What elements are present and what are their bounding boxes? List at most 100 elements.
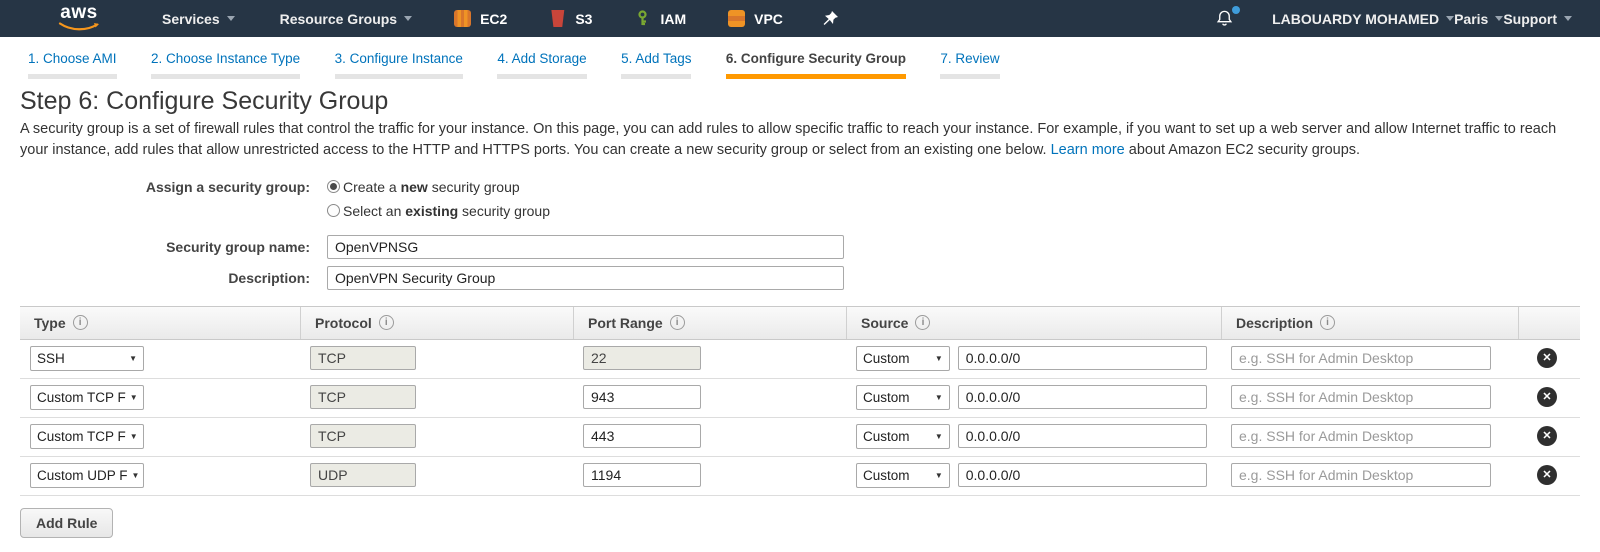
source-type-select[interactable]: Custom ▼ bbox=[856, 423, 950, 449]
chevron-down-icon bbox=[226, 16, 235, 21]
aws-logo-text: aws bbox=[60, 2, 98, 23]
info-icon[interactable]: i bbox=[378, 315, 394, 331]
type-select[interactable]: SSH ▼ bbox=[30, 345, 144, 371]
nav-resource-groups-menu[interactable]: Resource Groups bbox=[280, 11, 413, 27]
info-icon[interactable]: i bbox=[915, 315, 931, 331]
security-rules-table: Type i Protocol i Port Range i Source i Desc… bbox=[20, 305, 1580, 496]
delete-rule-button[interactable]: ✕ bbox=[1537, 426, 1557, 447]
type-select[interactable]: Custom TCP F ▼ bbox=[30, 384, 144, 410]
type-select[interactable]: Custom UDP F ▼ bbox=[30, 462, 144, 488]
delete-rule-button[interactable]: ✕ bbox=[1537, 348, 1557, 369]
step-tab-5[interactable]: 5. Add Tags bbox=[621, 51, 692, 79]
port-range-input[interactable] bbox=[583, 385, 701, 410]
radio-create-new-label[interactable]: Create a new security group bbox=[343, 178, 520, 195]
delete-rule-button[interactable]: ✕ bbox=[1537, 465, 1557, 486]
chevron-down-icon: ▼ bbox=[934, 470, 943, 480]
learn-more-link[interactable]: Learn more bbox=[1050, 142, 1125, 159]
description-input[interactable] bbox=[327, 265, 844, 290]
column-header-source: Source i bbox=[846, 306, 1221, 339]
source-type-select[interactable]: Custom ▼ bbox=[856, 462, 950, 488]
nav-region-menu[interactable]: Paris bbox=[1454, 11, 1504, 27]
type-select[interactable]: Custom TCP F ▼ bbox=[30, 423, 144, 449]
step-tab-3[interactable]: 3. Configure Instance bbox=[334, 51, 463, 79]
main-content: Step 6: Configure Security Group A secur… bbox=[0, 87, 1600, 538]
top-nav: aws Services Resource Groups EC2 S3 bbox=[0, 0, 1600, 37]
security-group-name-label: Security group name: bbox=[166, 238, 310, 255]
vpc-icon bbox=[728, 10, 746, 27]
source-type-select[interactable]: Custom ▼ bbox=[856, 384, 950, 410]
nav-support-menu[interactable]: Support bbox=[1503, 11, 1572, 27]
protocol-input bbox=[310, 424, 416, 449]
notification-badge bbox=[1232, 6, 1241, 14]
chevron-down-icon: ▼ bbox=[934, 392, 943, 402]
step-tab-2[interactable]: 2. Choose Instance Type bbox=[151, 51, 301, 79]
column-header-type: Type i bbox=[20, 307, 300, 339]
protocol-input bbox=[310, 346, 416, 371]
chevron-down-icon bbox=[1495, 16, 1504, 21]
port-range-input[interactable] bbox=[583, 424, 701, 449]
bell-icon bbox=[1216, 10, 1233, 26]
table-row: Custom TCP F▼ Custom▼ ✕ bbox=[20, 379, 1580, 418]
s3-icon bbox=[551, 10, 565, 27]
nav-shortcut-ec2[interactable]: EC2 bbox=[454, 10, 507, 27]
port-range-input[interactable] bbox=[583, 463, 701, 488]
nav-user-menu[interactable]: LABOUARDY MOHAMED bbox=[1272, 11, 1455, 27]
rule-description-input[interactable] bbox=[1231, 346, 1491, 371]
rule-description-input[interactable] bbox=[1231, 385, 1491, 410]
ec2-icon bbox=[454, 10, 472, 27]
protocol-input bbox=[310, 385, 416, 410]
table-row: SSH▼ Custom▼ ✕ bbox=[20, 340, 1580, 379]
page-description: A security group is a set of firewall ru… bbox=[20, 121, 1557, 159]
aws-logo[interactable]: aws bbox=[58, 2, 100, 31]
notifications-bell[interactable] bbox=[1215, 6, 1241, 28]
chevron-down-icon: ▼ bbox=[129, 392, 138, 402]
nav-shortcut-vpc[interactable]: VPC bbox=[728, 10, 783, 27]
chevron-down-icon: ▼ bbox=[934, 353, 943, 363]
source-cidr-input[interactable] bbox=[957, 346, 1207, 371]
radio-select-existing-security-group[interactable] bbox=[327, 204, 340, 218]
column-header-port-range: Port Range i bbox=[573, 306, 846, 339]
chevron-down-icon: ▼ bbox=[129, 431, 138, 441]
radio-create-new-security-group[interactable] bbox=[327, 180, 340, 194]
nav-shortcut-iam[interactable]: IAM bbox=[634, 10, 686, 27]
chevron-down-icon bbox=[404, 16, 413, 21]
chevron-down-icon bbox=[1446, 16, 1455, 21]
radio-select-existing-label[interactable]: Select an existing security group bbox=[343, 202, 550, 219]
step-tab-7[interactable]: 7. Review bbox=[940, 51, 1000, 79]
security-group-form: Assign a security group: Create a new se… bbox=[0, 179, 1600, 290]
info-icon[interactable]: i bbox=[72, 315, 88, 331]
chevron-down-icon bbox=[1564, 16, 1572, 21]
table-row: Custom TCP F▼ Custom▼ ✕ bbox=[20, 418, 1580, 457]
column-header-description: Description i bbox=[1221, 306, 1518, 339]
pin-shortcut-icon[interactable] bbox=[823, 10, 838, 27]
source-type-select[interactable]: Custom ▼ bbox=[856, 345, 950, 371]
nav-shortcut-s3[interactable]: S3 bbox=[549, 10, 592, 27]
table-row: Custom UDP F▼ Custom▼ ✕ bbox=[20, 457, 1580, 496]
chevron-down-icon: ▼ bbox=[129, 353, 137, 363]
chevron-down-icon: ▼ bbox=[934, 431, 943, 441]
table-header-row: Type i Protocol i Port Range i Source i Desc… bbox=[20, 305, 1580, 340]
source-cidr-input[interactable] bbox=[957, 385, 1207, 410]
description-label: Description: bbox=[228, 269, 310, 286]
step-tab-1[interactable]: 1. Choose AMI bbox=[28, 51, 117, 79]
delete-rule-button[interactable]: ✕ bbox=[1537, 387, 1557, 408]
info-icon[interactable]: i bbox=[669, 315, 685, 331]
rule-description-input[interactable] bbox=[1231, 424, 1491, 449]
column-header-protocol: Protocol i bbox=[300, 306, 573, 339]
source-cidr-input[interactable] bbox=[957, 463, 1207, 488]
page-title: Step 6: Configure Security Group bbox=[20, 87, 389, 115]
rule-description-input[interactable] bbox=[1231, 463, 1491, 488]
step-tab-4[interactable]: 4. Add Storage bbox=[497, 51, 587, 79]
assign-security-group-label: Assign a security group: bbox=[145, 178, 310, 195]
protocol-input bbox=[310, 463, 416, 488]
aws-smile-icon bbox=[58, 22, 99, 31]
step-tab-6[interactable]: 6. Configure Security Group bbox=[725, 51, 906, 79]
port-range-input bbox=[583, 346, 701, 371]
iam-key-icon bbox=[638, 10, 648, 26]
nav-services-menu[interactable]: Services bbox=[162, 11, 235, 27]
info-icon[interactable]: i bbox=[1320, 315, 1336, 331]
column-header-actions bbox=[1518, 306, 1580, 339]
add-rule-button[interactable]: Add Rule bbox=[20, 507, 114, 538]
security-group-name-input[interactable] bbox=[327, 234, 844, 259]
source-cidr-input[interactable] bbox=[957, 424, 1207, 449]
